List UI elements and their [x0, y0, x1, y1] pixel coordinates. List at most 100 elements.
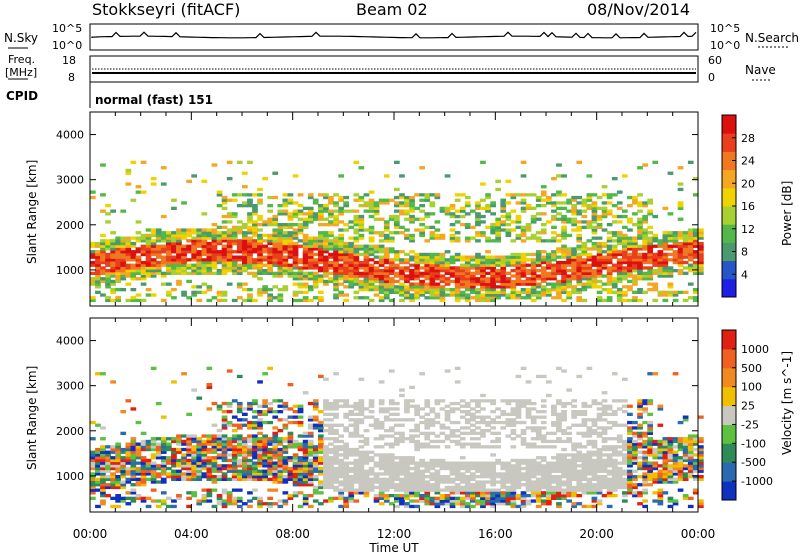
heatmap-cell	[292, 212, 299, 216]
heatmap-cell	[155, 250, 162, 254]
heatmap-cell	[216, 241, 223, 246]
heatmap-cell	[95, 260, 101, 265]
heatmap-cell	[160, 456, 167, 460]
heatmap-cell	[338, 247, 344, 251]
heatmap-cell	[485, 206, 491, 210]
heatmap-cell	[500, 266, 507, 270]
heatmap-cell	[231, 225, 238, 229]
heatmap-cell	[459, 258, 466, 262]
heatmap-cell	[546, 255, 552, 259]
heatmap-cell	[358, 204, 365, 208]
heatmap-cell	[576, 271, 583, 275]
heatmap-cell	[546, 266, 552, 270]
heatmap-cell	[171, 266, 177, 270]
heatmap-cell	[338, 209, 344, 213]
heatmap-cell	[454, 496, 461, 500]
heatmap-cell	[206, 458, 213, 463]
heatmap-cell	[226, 369, 233, 373]
heatmap-cell	[490, 277, 496, 281]
heatmap-cell	[307, 472, 314, 476]
heatmap-cell	[470, 496, 476, 500]
heatmap-cell	[662, 271, 669, 275]
heatmap-cell	[287, 212, 294, 216]
heatmap-cell	[206, 288, 213, 292]
heatmap-cell	[419, 266, 425, 270]
heatmap-cell	[571, 458, 577, 463]
heatmap-cell	[302, 458, 309, 463]
heatmap-cell	[561, 277, 567, 281]
heatmap-cell	[105, 252, 111, 257]
heatmap-cell	[272, 228, 279, 232]
heatmap-cell	[201, 266, 208, 270]
heatmap-cell	[424, 461, 431, 465]
heatmap-cell	[206, 383, 213, 387]
heatmap-cell	[682, 250, 689, 254]
heatmap-cell	[166, 466, 172, 471]
heatmap-cell	[677, 182, 684, 186]
heatmap-cell	[601, 263, 608, 267]
heatmap-cell	[211, 458, 218, 463]
heatmap-cell	[287, 469, 294, 473]
heatmap-cell	[601, 209, 608, 213]
heatmap-cell	[434, 195, 441, 200]
heatmap-cell	[125, 447, 132, 452]
heatmap-cell	[297, 239, 304, 243]
heatmap-cell	[277, 399, 284, 403]
heatmap-cell	[485, 225, 491, 229]
heatmap-cell	[637, 225, 643, 229]
heatmap-cell	[394, 469, 400, 473]
heatmap-cell	[363, 252, 370, 257]
heatmap-cell	[323, 469, 329, 473]
heatmap-cell	[262, 220, 268, 224]
heatmap-cell	[414, 488, 420, 492]
heatmap-cell	[262, 453, 268, 457]
heatmap-cell	[616, 288, 623, 292]
heatmap-cell	[383, 223, 390, 227]
heatmap-cell	[647, 225, 653, 229]
heatmap-cell	[414, 260, 420, 265]
heatmap-cell	[419, 494, 425, 498]
heatmap-cell	[485, 209, 491, 213]
heatmap-cell	[358, 480, 365, 484]
heatmap-cell	[348, 277, 355, 281]
heatmap-cell	[242, 236, 248, 240]
heatmap-cell	[338, 453, 344, 457]
heatmap-cell	[662, 274, 669, 278]
heatmap-cell	[500, 198, 507, 202]
heatmap-cell	[611, 279, 618, 284]
heatmap-cell	[454, 461, 461, 465]
heatmap-cell	[378, 494, 385, 498]
heatmap-cell	[297, 504, 304, 509]
heatmap-cell	[591, 236, 598, 240]
heatmap-cell	[622, 250, 628, 254]
heatmap-cell	[130, 266, 137, 270]
heatmap-cell	[282, 255, 289, 259]
heatmap-cell	[510, 407, 517, 411]
heatmap-cell	[206, 472, 213, 476]
heatmap-cell	[510, 496, 517, 500]
heatmap-cell	[216, 499, 223, 503]
heatmap-cell	[120, 464, 127, 468]
heatmap-cell	[439, 236, 446, 240]
heatmap-cell	[343, 298, 349, 303]
heatmap-cell	[302, 247, 309, 251]
heatmap-cell	[368, 488, 375, 492]
heatmap-cell	[348, 244, 355, 248]
heatmap-cell	[130, 464, 137, 468]
heatmap-cell	[546, 483, 552, 487]
heatmap-cell	[353, 228, 360, 232]
heatmap-cell	[130, 491, 137, 495]
heatmap-cell	[470, 412, 476, 416]
heatmap-cell	[196, 250, 203, 254]
heatmap-cell	[546, 201, 552, 205]
heatmap-cell	[262, 285, 268, 289]
heatmap-cell	[434, 269, 441, 273]
heatmap-cell	[540, 434, 547, 438]
heatmap-cell	[216, 193, 223, 197]
heatmap-cell	[480, 182, 486, 186]
heatmap-cell	[110, 274, 116, 278]
heatmap-cell	[130, 483, 137, 487]
heatmap-cell	[556, 456, 562, 460]
heatmap-cell	[383, 271, 390, 275]
